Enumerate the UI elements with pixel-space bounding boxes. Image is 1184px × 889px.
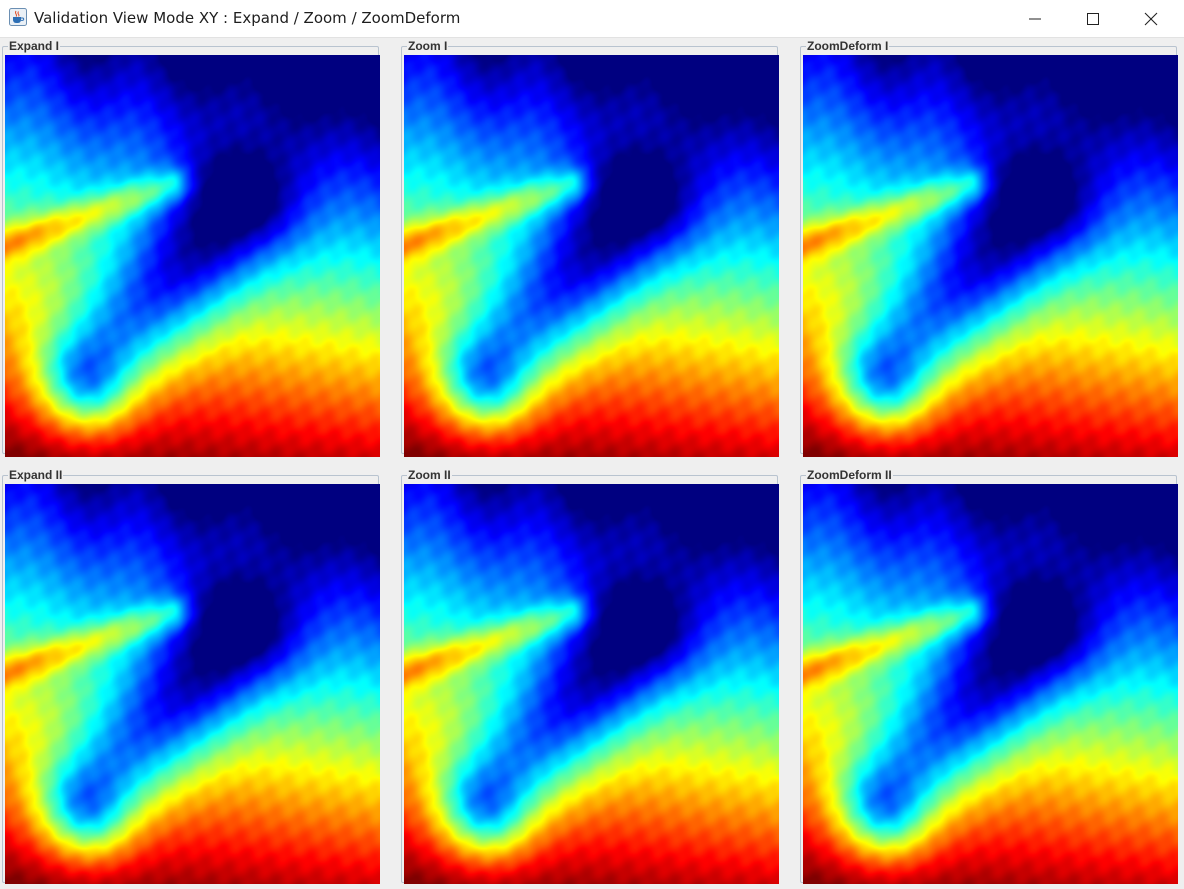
- heatmap-image[interactable]: [803, 484, 1178, 884]
- panel-title: Expand II: [8, 468, 64, 482]
- maximize-icon: [1087, 13, 1099, 25]
- heatmap-image[interactable]: [404, 55, 779, 457]
- panel-title: ZoomDeform I: [806, 39, 890, 53]
- panel-title: Zoom I: [407, 39, 449, 53]
- heatmap-image[interactable]: [5, 55, 380, 457]
- panel-zoom-ii: Zoom II: [401, 468, 780, 884]
- panel-zoomdeform-i: ZoomDeform I: [800, 39, 1179, 457]
- maximize-button[interactable]: [1064, 0, 1122, 37]
- panel-title: Zoom II: [407, 468, 452, 482]
- close-icon: [1144, 12, 1158, 26]
- panel-grid: Expand I Zoom I ZoomDeform I Expand II Z…: [0, 38, 1184, 889]
- panel-expand-i: Expand I: [2, 39, 381, 457]
- panel-expand-ii: Expand II: [2, 468, 381, 884]
- title-bar[interactable]: Validation View Mode XY : Expand / Zoom …: [0, 0, 1184, 38]
- panel-zoomdeform-ii: ZoomDeform II: [800, 468, 1179, 884]
- minimize-icon: [1029, 18, 1041, 20]
- panel-title: Expand I: [8, 39, 61, 53]
- heatmap-image[interactable]: [404, 484, 779, 884]
- panel-title: ZoomDeform II: [806, 468, 893, 482]
- heatmap-image[interactable]: [5, 484, 380, 884]
- heatmap-image[interactable]: [803, 55, 1178, 457]
- window-title: Validation View Mode XY : Expand / Zoom …: [34, 9, 461, 27]
- panel-zoom-i: Zoom I: [401, 39, 780, 457]
- java-coffee-cup-icon: [9, 8, 27, 26]
- minimize-button[interactable]: [1006, 0, 1064, 37]
- close-button[interactable]: [1122, 0, 1180, 37]
